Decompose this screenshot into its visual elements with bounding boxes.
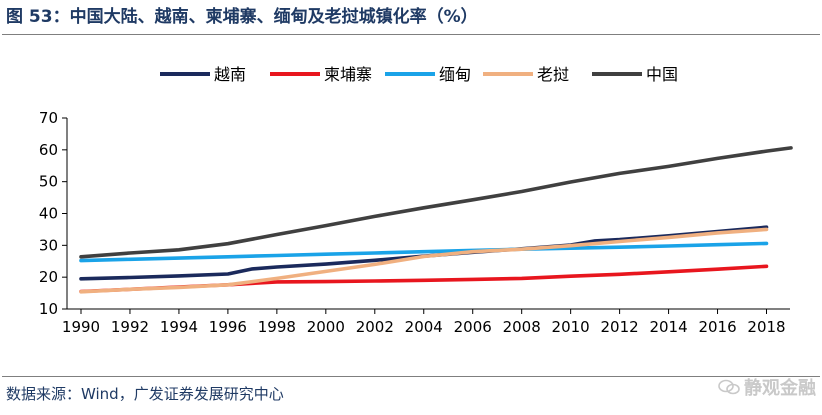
x-tick-label: 1996 (209, 318, 247, 336)
x-tick-label: 1992 (111, 318, 149, 336)
figure-title: 图 53：中国大陆、越南、柬埔寨、缅甸及老挝城镇化率（%） (6, 7, 478, 27)
watermark-text: 静观金融 (744, 378, 816, 399)
legend-label: 中国 (646, 65, 678, 84)
legend-label: 柬埔寨 (324, 65, 372, 84)
y-tick-label: 50 (39, 173, 58, 191)
watermark: 静观金融 (718, 374, 816, 400)
y-tick-label: 10 (39, 300, 58, 318)
x-tick-label: 2014 (649, 318, 687, 336)
y-tick-label: 60 (39, 141, 58, 159)
title-rule (2, 34, 820, 35)
x-tick-label: 2008 (503, 318, 541, 336)
y-tick-label: 20 (39, 268, 58, 286)
x-tick-label: 1994 (160, 318, 198, 336)
x-tick-label: 2006 (454, 318, 492, 336)
legend-label: 老挝 (537, 65, 569, 84)
x-tick-label: 2012 (601, 318, 639, 336)
footer-rule (2, 376, 820, 377)
series-line-老挝 (79, 227, 769, 294)
y-tick-label: 30 (39, 236, 58, 254)
x-tick-label: 1990 (62, 318, 100, 336)
y-tick-label: 40 (39, 205, 58, 223)
x-tick-label: 2010 (552, 318, 590, 336)
x-tick-label: 2018 (747, 318, 785, 336)
source-note: 数据来源：Wind，广发证券发展研究中心 (6, 385, 284, 403)
legend-label: 越南 (214, 65, 246, 84)
legend-label: 缅甸 (439, 65, 471, 84)
y-tick-label: 70 (39, 109, 58, 127)
wechat-icon (718, 379, 740, 395)
x-tick-label: 1998 (258, 318, 296, 336)
x-tick-label: 2000 (307, 318, 345, 336)
x-tick-label: 2004 (405, 318, 443, 336)
x-tick-label: 2016 (698, 318, 736, 336)
series-line-中国 (79, 146, 793, 259)
series-line-缅甸 (79, 241, 769, 263)
x-tick-label: 2002 (356, 318, 394, 336)
line-chart: 10 20 30 40 50 60 70 1990 1992 1994 1996 1998 2000 20… (39, 65, 793, 336)
